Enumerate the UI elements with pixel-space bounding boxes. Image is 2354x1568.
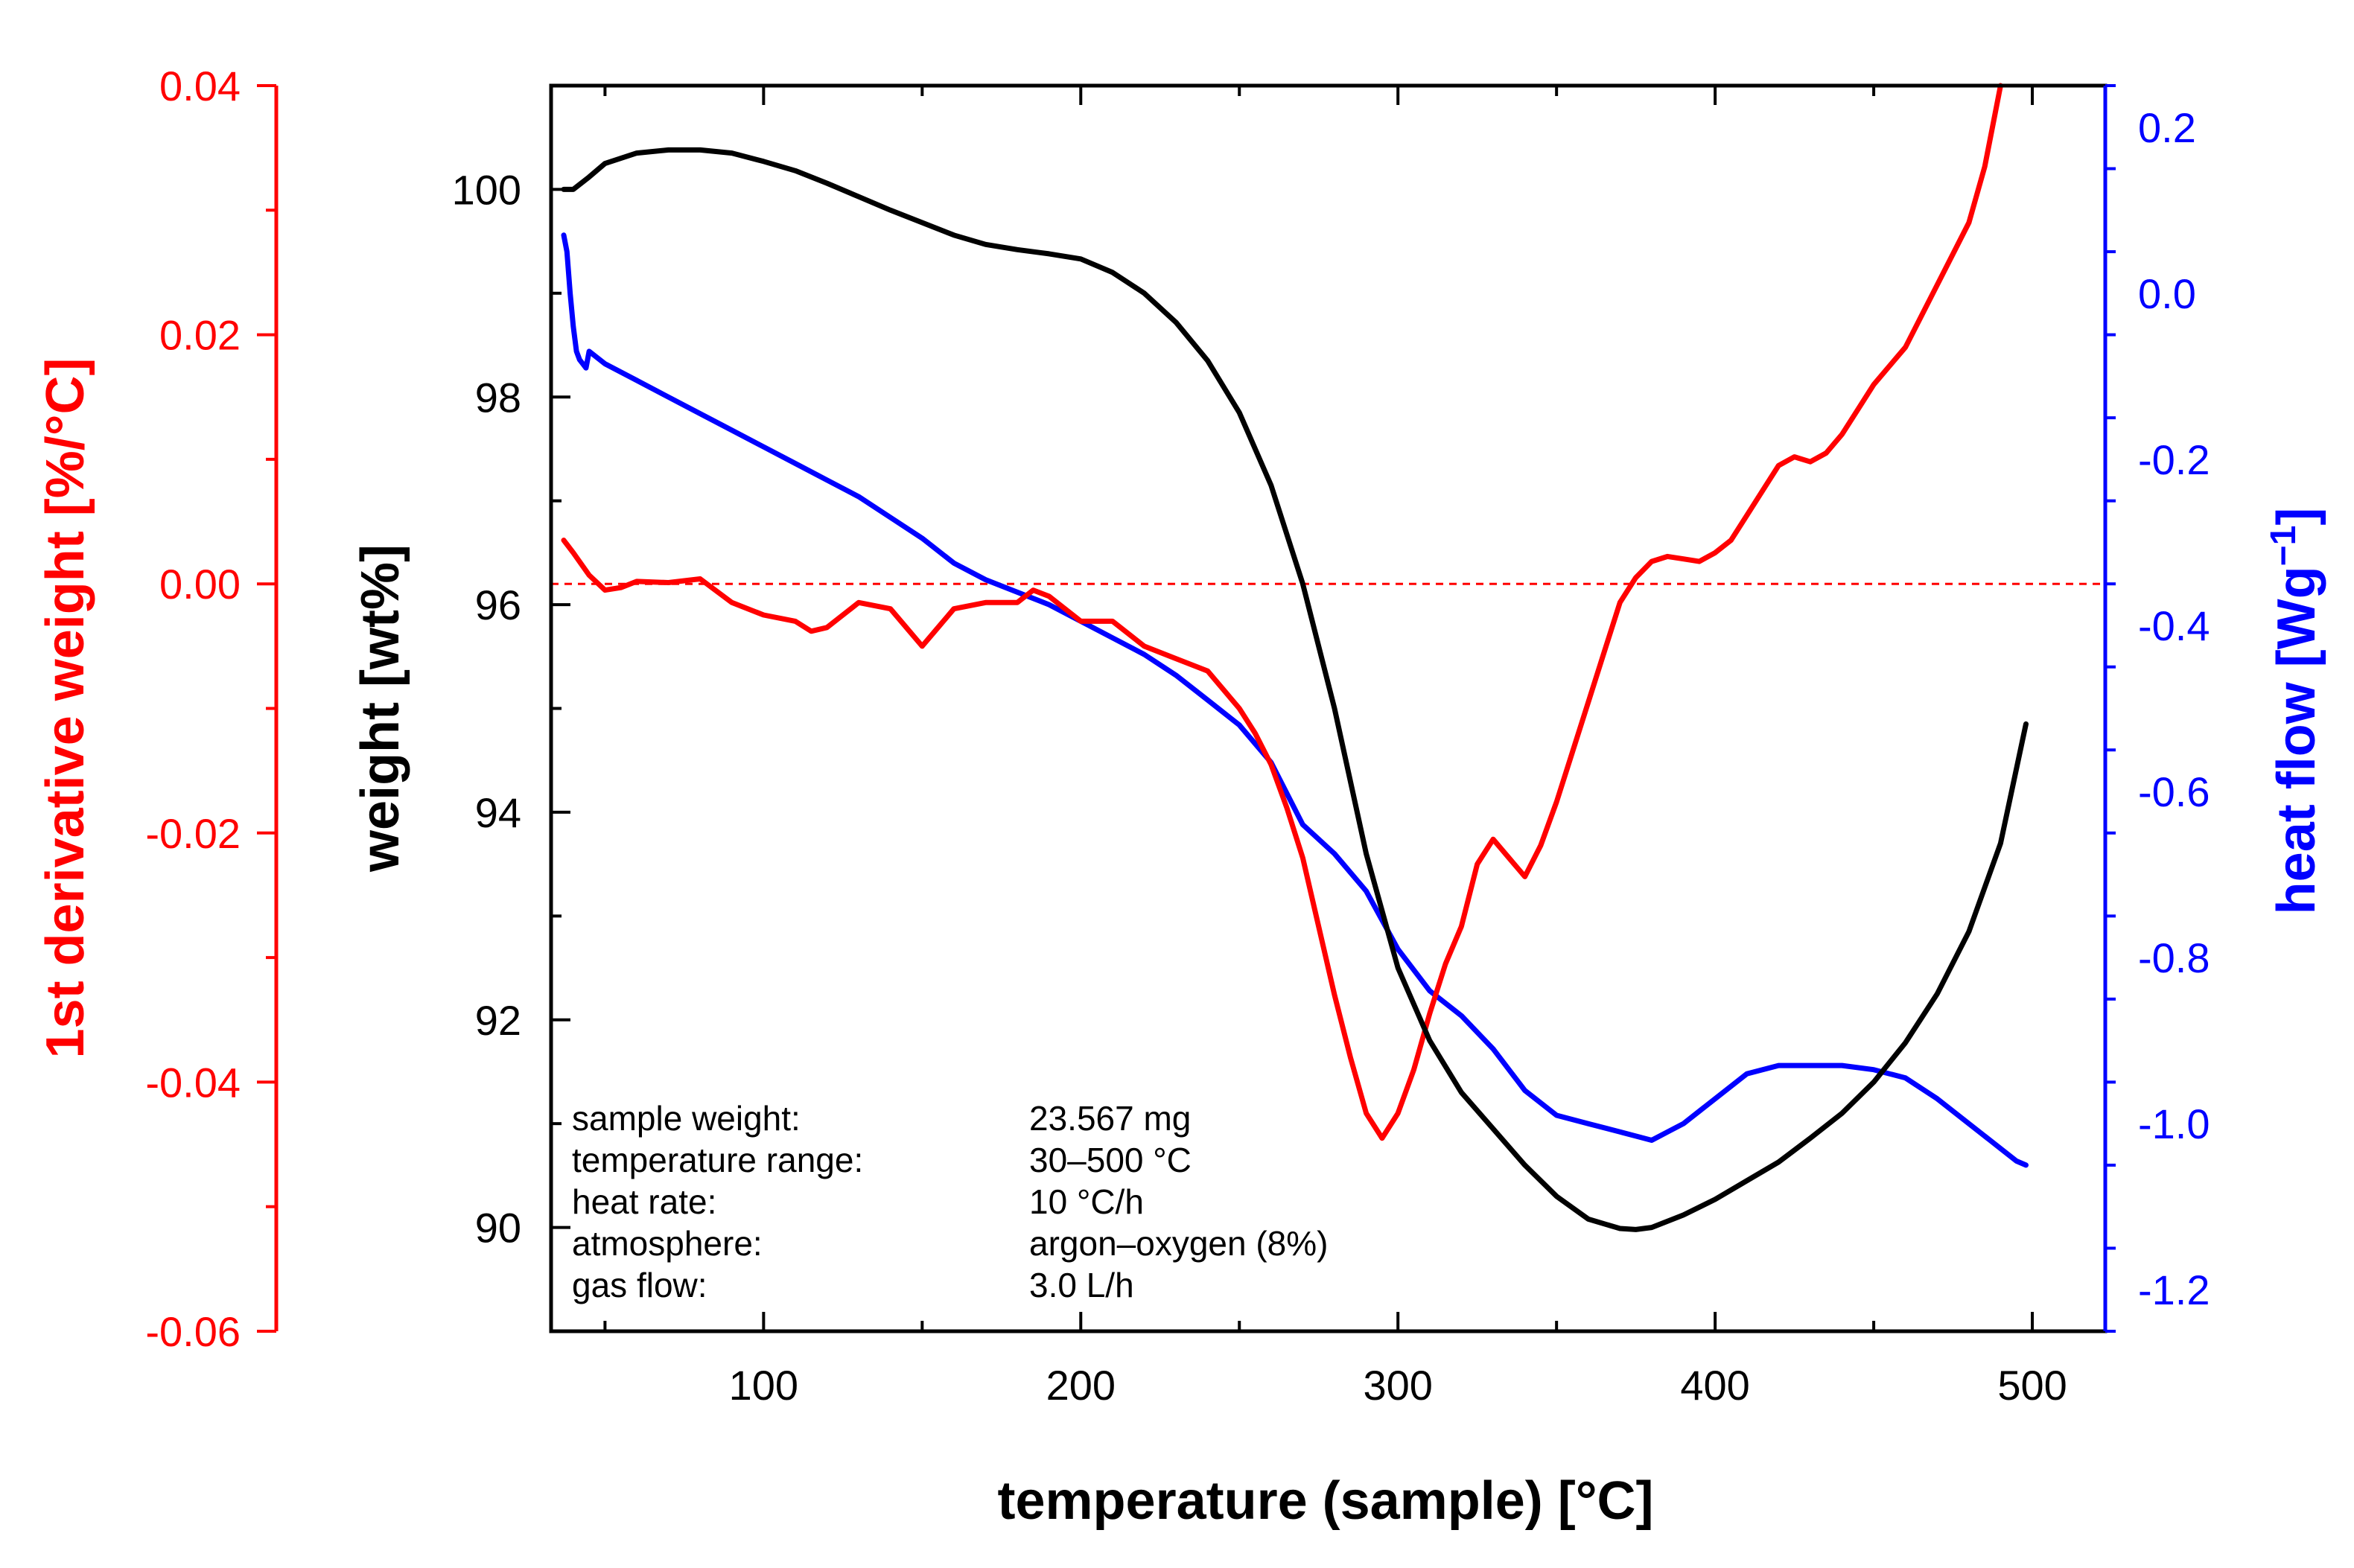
- derivative-tick-label: 0.04: [159, 63, 241, 109]
- heat-flow-tick-label: -0.2: [2138, 436, 2210, 483]
- info-label-atmosphere: atmosphere:: [572, 1224, 763, 1263]
- derivative-tick-label: 0.02: [159, 312, 241, 359]
- weight-tick-label: 96: [475, 581, 521, 628]
- weight-tick-label: 100: [452, 166, 521, 213]
- heat-flow-title-main: heat flow [Wg: [2267, 566, 2326, 914]
- derivative-axis-title: 1st derivative weight [%/°C]: [36, 357, 95, 1058]
- derivative-tick-label: -0.02: [145, 810, 241, 857]
- heat-flow-tick-label: 0.0: [2138, 270, 2196, 317]
- weight-line: [561, 147, 2029, 1232]
- info-value-heat-rate: 10 °C/h: [1029, 1182, 1144, 1221]
- info-value-sample-weight: 23.567 mg: [1029, 1099, 1191, 1138]
- weight-tick-label: 90: [475, 1205, 521, 1252]
- x-tick-label: 100: [729, 1362, 798, 1409]
- heat-flow-axis-title: heat flow [Wg−1]: [2264, 508, 2326, 915]
- weight-tick-label: 92: [475, 997, 521, 1044]
- derivative-line: [561, 83, 2003, 1141]
- heat-flow-title-superscript: −1: [2264, 526, 2303, 567]
- series-layer: [551, 83, 2105, 1232]
- x-tick-label: 400: [1680, 1362, 1749, 1409]
- derivative-tick-label: -0.06: [145, 1308, 241, 1355]
- x-tick-label: 500: [1997, 1362, 2067, 1409]
- info-box: sample weight: 23.567 mg temperature ran…: [572, 1099, 1328, 1304]
- heat-flow-tick-label: -0.8: [2138, 934, 2210, 981]
- derivative-tick-label: 0.00: [159, 561, 241, 608]
- derivative-tick-label: -0.04: [145, 1059, 241, 1106]
- info-label-gas-flow: gas flow:: [572, 1266, 707, 1304]
- heat-flow-title-close: ]: [2267, 508, 2326, 526]
- heat-flow-tick-label: -0.6: [2138, 768, 2210, 815]
- info-value-temperature-range: 30–500 °C: [1029, 1141, 1192, 1179]
- info-value-atmosphere: argon–oxygen (8%): [1029, 1224, 1328, 1263]
- heat-flow-tick-label: -1.2: [2138, 1266, 2210, 1313]
- heat-flow-tick-label: -0.4: [2138, 602, 2210, 649]
- x-axis-title: temperature (sample) [°C]: [998, 1471, 1654, 1531]
- x-tick-label: 300: [1363, 1362, 1432, 1409]
- weight-tick-label: 98: [475, 374, 521, 421]
- info-label-temperature-range: temperature range:: [572, 1141, 863, 1179]
- ticks-layer: 100 200 300 400 500 90 92 94 96 98 100 -0.06 -0.04 -0…: [145, 63, 2210, 1409]
- heat-flow-tick-label: 0.2: [2138, 104, 2196, 151]
- info-label-sample-weight: sample weight:: [572, 1099, 801, 1138]
- info-value-gas-flow: 3.0 L/h: [1029, 1266, 1134, 1304]
- heat-flow-tick-label: -1.0: [2138, 1100, 2210, 1147]
- info-label-heat-rate: heat rate:: [572, 1182, 716, 1221]
- weight-tick-label: 94: [475, 789, 521, 836]
- heat-flow-line: [561, 232, 2029, 1168]
- x-tick-label: 200: [1046, 1362, 1116, 1409]
- weight-axis-title: weight [wt%]: [351, 544, 410, 873]
